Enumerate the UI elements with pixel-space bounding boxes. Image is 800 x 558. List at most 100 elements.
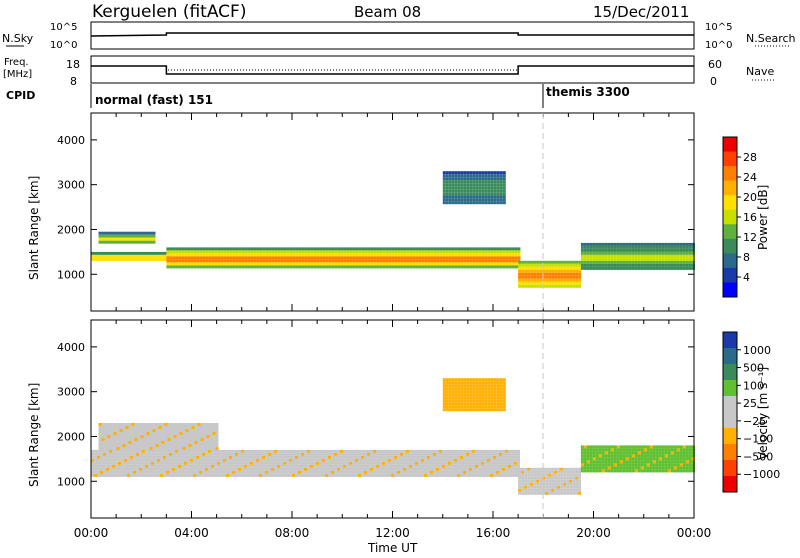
heatmap-cell <box>439 449 442 453</box>
heatmap-cell <box>217 458 220 462</box>
heatmap-cell <box>163 254 166 258</box>
heatmap-cell <box>325 452 328 456</box>
heatmap-cell <box>601 463 605 467</box>
heatmap-cell <box>475 256 479 260</box>
heatmap-cell <box>487 396 491 400</box>
heatmap-cell <box>352 473 355 477</box>
heatmap-cell <box>328 467 331 471</box>
heatmap-cell <box>604 469 608 473</box>
heatmap-cell <box>322 473 325 477</box>
heatmap-cell <box>194 429 198 432</box>
heatmap-cell <box>301 262 305 266</box>
heatmap-cell <box>487 473 490 477</box>
heatmap-cell <box>146 423 150 426</box>
heatmap-cell <box>364 250 368 254</box>
heatmap-cell <box>157 470 160 474</box>
heatmap-cell <box>229 464 232 468</box>
heatmap-cell <box>533 485 537 489</box>
heatmap-cell <box>589 460 593 464</box>
heatmap-cell <box>277 452 280 456</box>
heatmap-cell <box>478 201 482 205</box>
heatmap-cell <box>182 423 186 426</box>
heatmap-cell <box>521 266 525 270</box>
heatmap-cell <box>214 256 218 260</box>
heatmap-cell <box>563 485 567 489</box>
heatmap-cell <box>139 257 142 261</box>
heatmap-cell <box>155 429 159 432</box>
heatmap-cell <box>340 250 344 254</box>
heatmap-cell <box>586 463 590 467</box>
heatmap-cell <box>265 250 269 254</box>
heatmap-cell <box>367 458 370 462</box>
heatmap-cell <box>244 259 248 263</box>
heatmap-cell <box>220 455 223 459</box>
heatmap-cell <box>628 266 632 270</box>
heatmap-cell <box>616 454 620 458</box>
heatmap-cell <box>277 256 281 260</box>
heatmap-cell <box>451 256 455 260</box>
heatmap-cell <box>262 262 266 266</box>
freq-frame <box>90 55 695 84</box>
heatmap-cell <box>232 455 235 459</box>
heatmap-cell <box>583 242 587 246</box>
heatmap-cell <box>133 257 136 261</box>
heatmap-cell <box>197 435 201 438</box>
heatmap-cell <box>502 195 506 199</box>
heatmap-cell <box>256 262 260 266</box>
heatmap-cell <box>463 393 467 397</box>
heatmap-cell <box>277 265 281 269</box>
heatmap-cell <box>319 455 322 459</box>
heatmap-cell <box>598 257 602 261</box>
heatmap-cell <box>259 452 262 456</box>
heatmap-cell <box>337 455 340 459</box>
heatmap-cell <box>328 247 332 251</box>
heatmap-cell <box>548 467 552 471</box>
heatmap-cell <box>193 470 196 474</box>
heatmap-cell <box>598 251 602 255</box>
heatmap-cell <box>244 464 247 468</box>
heatmap-cell <box>466 259 470 263</box>
heatmap-cell <box>397 464 400 468</box>
heatmap-cell <box>442 390 446 394</box>
heatmap-cell <box>200 435 204 438</box>
heatmap-cell <box>200 429 204 432</box>
heatmap-cell <box>530 476 534 480</box>
heatmap-cell <box>94 455 97 459</box>
heatmap-cell <box>202 247 206 251</box>
heatmap-cell <box>301 250 305 254</box>
heatmap-cell <box>197 423 201 426</box>
heatmap-cell <box>154 467 157 471</box>
heatmap-cell <box>530 485 534 489</box>
heatmap-cell <box>391 256 395 260</box>
heatmap-cell <box>457 250 461 254</box>
heatmap-cell <box>652 460 656 464</box>
heatmap-cell <box>397 455 400 459</box>
heatmap-cell <box>163 470 166 474</box>
heatmap-cell <box>94 470 97 474</box>
heatmap-cell <box>415 262 419 266</box>
heatmap-cell <box>382 473 385 477</box>
heatmap-cell <box>679 260 683 264</box>
heatmap-cell <box>604 245 608 249</box>
heatmap-cell <box>454 384 458 388</box>
heatmap-cell <box>451 174 455 178</box>
heatmap-cell <box>643 460 647 464</box>
heatmap-cell <box>262 464 265 468</box>
heatmap-cell <box>118 455 121 459</box>
heatmap-cell <box>415 256 419 260</box>
heatmap-cell <box>373 452 376 456</box>
heatmap-cell <box>262 247 266 251</box>
heatmap-cell <box>379 464 382 468</box>
heatmap-cell <box>370 256 374 260</box>
heatmap-cell <box>226 262 230 266</box>
heatmap-cell <box>205 473 208 477</box>
heatmap-cell <box>667 251 671 255</box>
heatmap-cell <box>110 426 114 429</box>
heatmap-cell <box>104 435 108 438</box>
heatmap-cell <box>283 464 286 468</box>
heatmap-cell <box>196 467 199 471</box>
heatmap-cell <box>505 256 509 260</box>
heatmap-cell <box>152 426 156 429</box>
heatmap-cell <box>259 473 262 477</box>
heatmap-cell <box>307 265 311 269</box>
